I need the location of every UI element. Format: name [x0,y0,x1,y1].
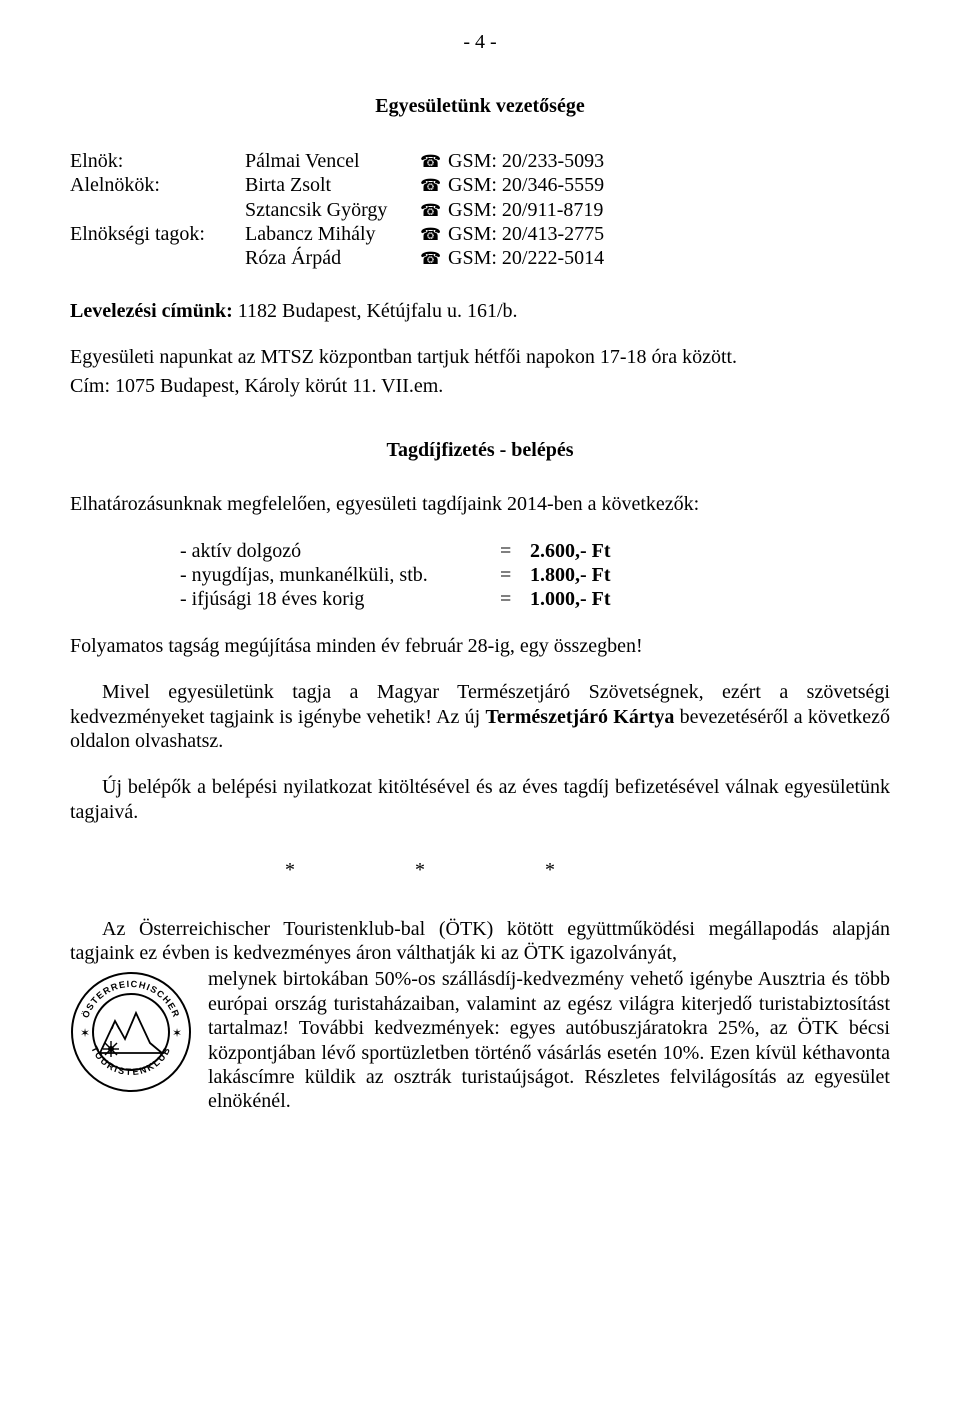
meeting-info-line2: Cím: 1075 Budapest, Károly körút 11. VII… [70,374,890,398]
table-row: - ifjúsági 18 éves korig=1.000,- Ft [180,587,611,611]
mtsz-bold: Természetjáró Kártya [486,706,675,728]
heading-leadership: Egyesületünk vezetősége [70,94,890,118]
separator-stars: *** [70,858,890,882]
fee-value: 1.800,- Ft [530,563,611,587]
phone-cell: GSM: 20/413-2775 [448,222,604,246]
fee-value: 2.600,- Ft [530,539,611,563]
fees-intro: Elhatározásunknak megfelelően, egyesület… [70,492,890,516]
leadership-table: Elnök:Pálmai Vencel☎GSM: 20/233-5093Alel… [70,149,604,271]
document-page: - 4 - Egyesületünk vezetősége Elnök:Pálm… [0,0,960,1426]
name-cell: Labancz Mihály [245,222,420,246]
phone-icon: ☎ [420,173,448,197]
address-value: 1182 Budapest, Kétújfalu u. 161/b. [233,300,518,322]
phone-icon: ☎ [420,149,448,173]
role-cell: Alelnökök: [70,173,245,197]
table-row: Elnök:Pálmai Vencel☎GSM: 20/233-5093 [70,149,604,173]
role-cell: Elnökségi tagok: [70,222,245,246]
page-number: - 4 - [70,30,890,54]
table-row: Alelnökök:Birta Zsolt☎GSM: 20/346-5559 [70,173,604,197]
new-members-paragraph: Új belépők a belépési nyilatkozat kitölt… [70,775,890,824]
renewal-note: Folyamatos tagság megújítása minden év f… [70,634,890,658]
svg-text:✶: ✶ [172,1026,182,1040]
fee-value: 1.000,- Ft [530,587,611,611]
phone-cell: GSM: 20/222-5014 [448,246,604,270]
phone-icon: ☎ [420,198,448,222]
mtsz-paragraph: Mivel egyesületünk tagja a Magyar Termés… [70,680,890,753]
table-row: Elnökségi tagok:Labancz Mihály☎GSM: 20/4… [70,222,604,246]
fee-label: - aktív dolgozó [180,539,500,563]
role-cell [70,198,245,222]
otk-logo: ÖSTERREICHISCHER TOURISTENKLUB ✶ ✶ [70,971,192,1099]
mailing-address: Levelezési címünk: 1182 Budapest, Kétújf… [70,299,890,323]
name-cell: Pálmai Vencel [245,149,420,173]
fee-label: - ifjúsági 18 éves korig [180,587,500,611]
otk-block: ÖSTERREICHISCHER TOURISTENKLUB ✶ ✶ melyn… [70,967,890,1113]
fees-table: - aktív dolgozó=2.600,- Ft- nyugdíjas, m… [180,539,611,612]
meeting-info-line1: Egyesületi napunkat az MTSZ központban t… [70,345,890,369]
role-cell [70,246,245,270]
address-label: Levelezési címünk: [70,300,233,322]
fee-label: - nyugdíjas, munkanélküli, stb. [180,563,500,587]
table-row: - nyugdíjas, munkanélküli, stb.=1.800,- … [180,563,611,587]
fee-eq: = [500,539,530,563]
otk-intro: Az Österreichischer Touristenklub-bal (Ö… [70,917,890,966]
name-cell: Róza Árpád [245,246,420,270]
fee-eq: = [500,587,530,611]
heading-fees: Tagdíjfizetés - belépés [70,438,890,462]
table-row: Róza Árpád☎GSM: 20/222-5014 [70,246,604,270]
phone-cell: GSM: 20/346-5559 [448,173,604,197]
phone-icon: ☎ [420,246,448,270]
phone-cell: GSM: 20/911-8719 [448,198,604,222]
svg-text:✶: ✶ [80,1026,90,1040]
phone-icon: ☎ [420,222,448,246]
table-row: Sztancsik György☎GSM: 20/911-8719 [70,198,604,222]
role-cell: Elnök: [70,149,245,173]
name-cell: Sztancsik György [245,198,420,222]
otk-wrapped-text: melynek birtokában 50%-os szállásdíj-ked… [208,967,890,1113]
fee-eq: = [500,563,530,587]
name-cell: Birta Zsolt [245,173,420,197]
table-row: - aktív dolgozó=2.600,- Ft [180,539,611,563]
phone-cell: GSM: 20/233-5093 [448,149,604,173]
